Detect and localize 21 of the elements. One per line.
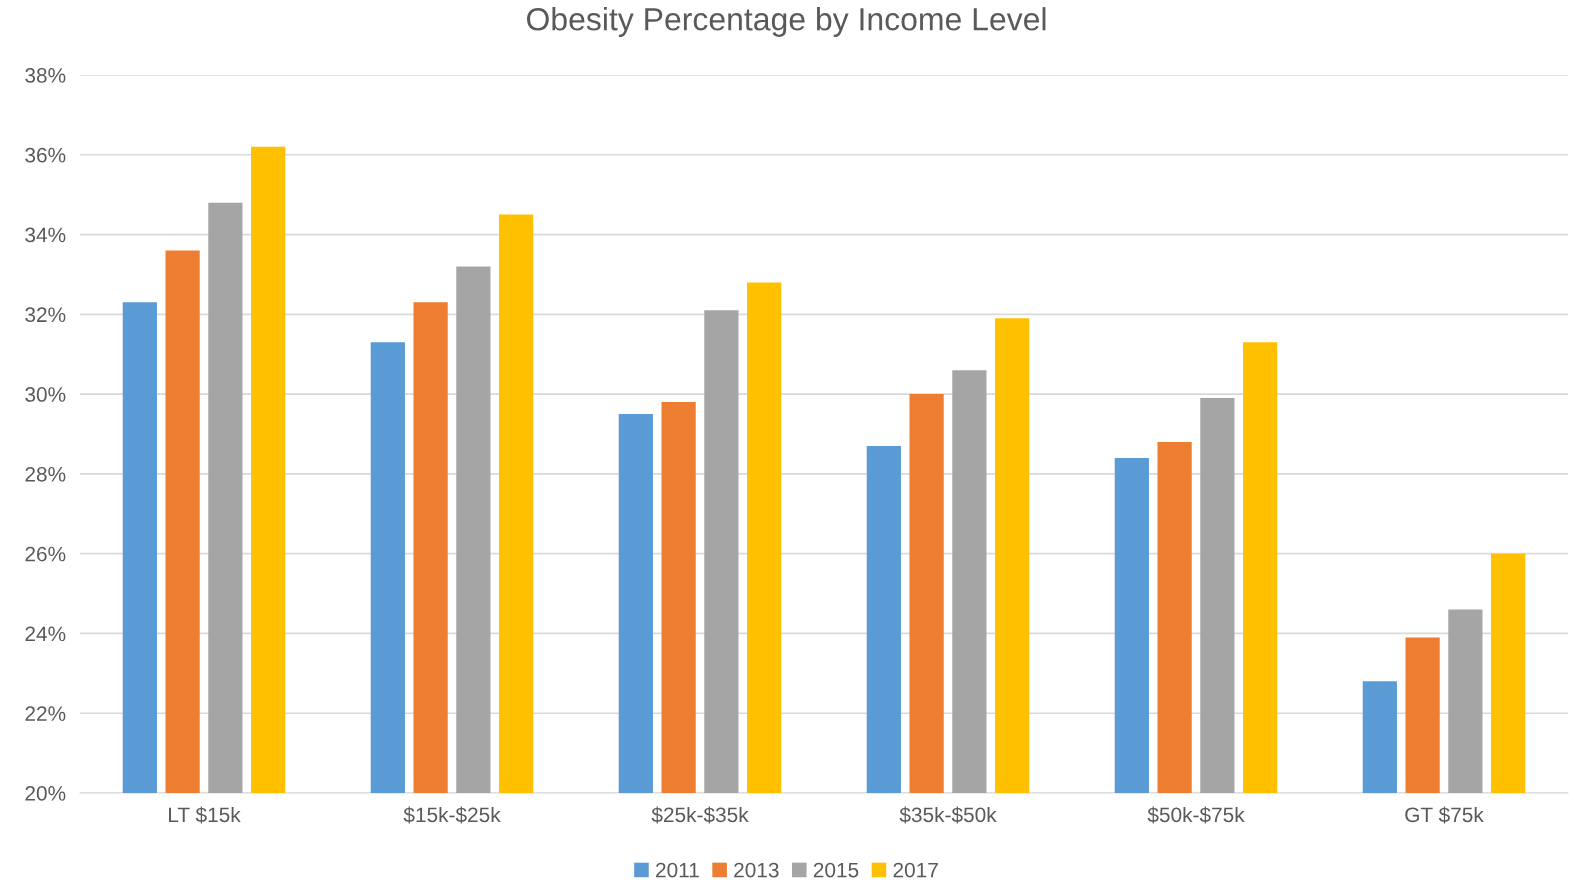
y-tick-label: 34% <box>25 227 66 243</box>
x-tick-label: GT $75k <box>1405 806 1484 824</box>
x-tick-label: $15k-$25k <box>403 806 501 824</box>
x-tick-label: $25k-$35k <box>651 806 749 824</box>
y-tick-label: 20% <box>25 786 66 801</box>
y-tick-label: 36% <box>25 147 66 163</box>
y-tick-label: 26% <box>25 546 66 562</box>
x-tick-label: $50k-$75k <box>1147 806 1245 824</box>
y-tick-label: 32% <box>25 307 66 323</box>
y-tick-label: 30% <box>25 387 66 402</box>
y-tick-label: 22% <box>25 706 66 721</box>
legend-label: 2011 <box>656 862 699 878</box>
y-tick-label: 28% <box>25 466 66 482</box>
x-tick-label: $35k-$50k <box>899 806 997 824</box>
y-tick-label: 24% <box>25 626 66 642</box>
legend-label: 2015 <box>813 862 859 878</box>
chart-title: Obesity Percentage by Income Level <box>527 7 1046 37</box>
legend-label: 2017 <box>893 862 938 878</box>
y-tick-label: 38% <box>25 68 66 83</box>
x-tick-label: LT $15k <box>169 806 241 824</box>
legend-label: 2013 <box>734 862 779 878</box>
